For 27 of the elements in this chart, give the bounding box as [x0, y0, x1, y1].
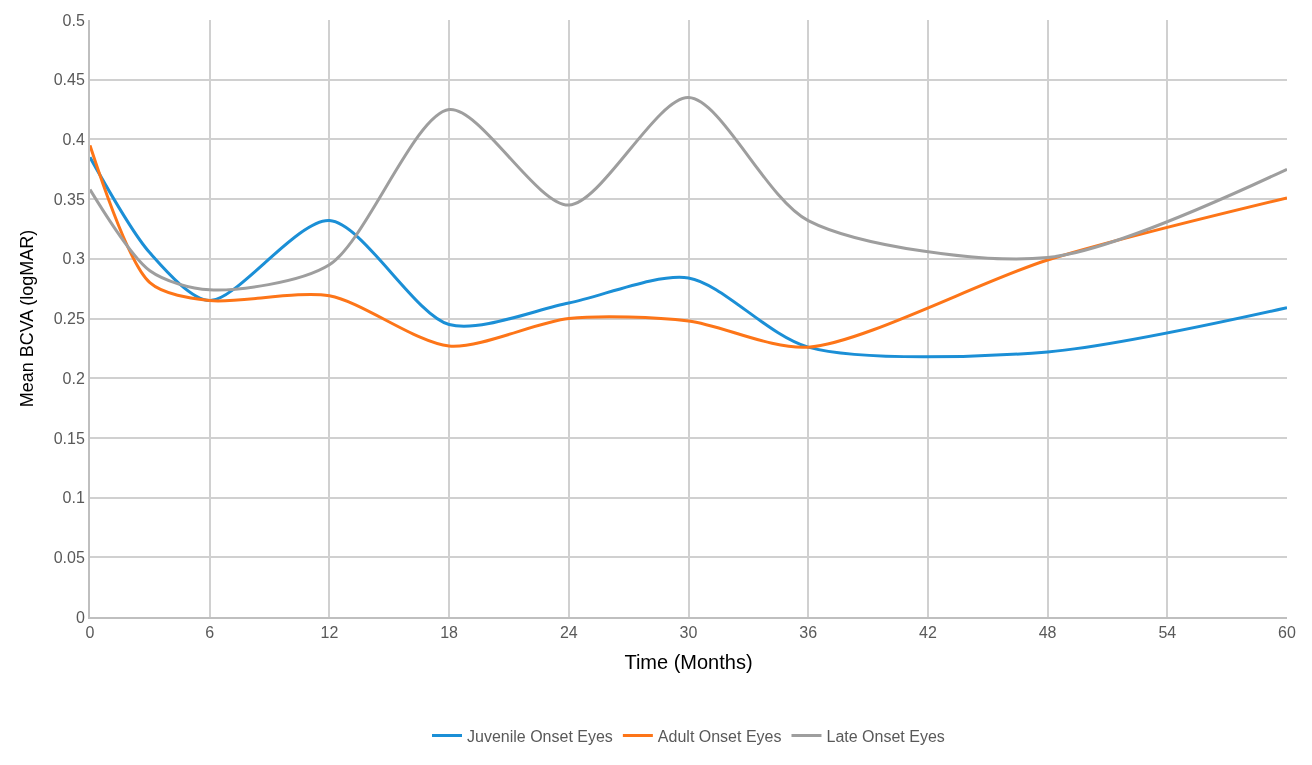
x-tick-label: 24	[559, 624, 578, 642]
y-tick-label: 0	[75, 608, 85, 626]
y-tick-label: 0.4	[62, 131, 85, 148]
y-tick-label: 0.5	[62, 11, 85, 29]
y-tick-label: 0.25	[53, 310, 85, 328]
x-tick-label: 42	[919, 624, 937, 642]
x-axis-title: Time (Months)	[624, 651, 753, 674]
x-tick-label: 36	[799, 624, 818, 642]
legend-label: Juvenile Onset Eyes	[467, 727, 613, 745]
y-tick-label: 0.05	[53, 548, 85, 566]
legend-label: Adult Onset Eyes	[657, 727, 782, 745]
x-tick-label: 30	[679, 624, 698, 642]
legend-label: Late Onset Eyes	[826, 727, 945, 745]
y-tick-label: 0.15	[53, 429, 85, 447]
y-tick-label: 0.45	[53, 71, 85, 89]
x-tick-label: 60	[1278, 624, 1296, 642]
y-tick-label: 0.2	[62, 369, 85, 387]
x-tick-label: 48	[1038, 624, 1057, 642]
x-tick-label: 54	[1158, 624, 1177, 642]
y-tick-label: 0.3	[62, 250, 85, 268]
x-tick-label: 6	[205, 624, 215, 642]
y-tick-label: 0.35	[53, 190, 85, 208]
x-tick-label: 18	[440, 624, 459, 642]
y-tick-label: 0.1	[62, 489, 85, 507]
x-tick-label: 12	[320, 624, 339, 642]
line-series	[90, 96, 1287, 292]
y-axis-title: Mean BCVA (logMAR)	[17, 229, 38, 408]
